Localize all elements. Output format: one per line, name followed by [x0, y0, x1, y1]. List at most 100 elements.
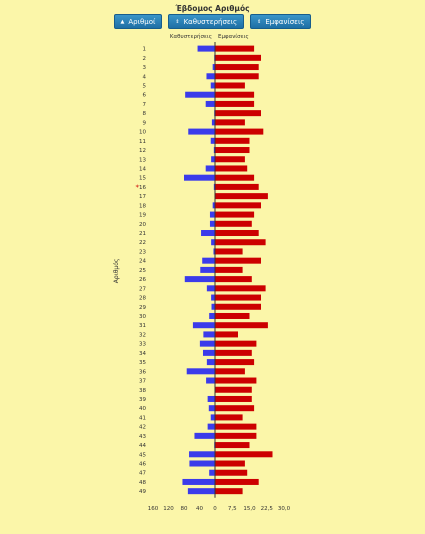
category-label: 34: [139, 351, 146, 357]
appear-tick-label: 15,0: [243, 506, 256, 512]
category-label: 16: [139, 185, 146, 191]
appearance-bar: [215, 211, 255, 218]
appearance-bar: [215, 156, 245, 163]
category-label: 21: [139, 231, 146, 237]
category-label: 44: [139, 443, 146, 449]
delay-bar: [211, 294, 215, 301]
delay-bar: [210, 137, 215, 144]
category-label: 46: [139, 462, 146, 468]
category-label: 47: [139, 471, 146, 477]
category-label: 36: [139, 369, 146, 375]
delay-bar: [186, 368, 215, 375]
category-label: 19: [139, 213, 146, 219]
delay-bar: [203, 331, 215, 338]
delay-bar: [209, 211, 215, 218]
delay-bar: [199, 340, 215, 347]
appearance-bar: [215, 395, 252, 402]
appearance-bar: [215, 220, 252, 227]
delay-bar: [200, 266, 215, 273]
appearance-bar: [215, 54, 261, 61]
delay-tick-label: 120: [163, 506, 174, 512]
category-label: 29: [139, 305, 146, 311]
delay-tick-label: 40: [196, 506, 203, 512]
appearance-bar: [215, 386, 252, 393]
category-label: 1: [143, 47, 147, 53]
appearance-bar: [215, 368, 245, 375]
category-label: 31: [139, 323, 146, 329]
delay-bar: [210, 414, 215, 421]
appearance-bar: [215, 340, 257, 347]
category-label: 23: [139, 249, 146, 255]
category-label: 13: [139, 157, 146, 163]
delay-bar: [211, 303, 215, 310]
appearance-bar: [215, 128, 264, 135]
category-label: 24: [139, 259, 146, 265]
category-label: 49: [139, 489, 146, 495]
category-label: 42: [139, 425, 146, 431]
category-label: 2: [143, 56, 147, 62]
delay-bar: [201, 230, 215, 237]
category-label: 12: [139, 148, 146, 154]
sort-by-delay-button[interactable]: ⇕ Καθυστερήσεις: [168, 14, 245, 29]
appearance-bar: [215, 312, 250, 319]
category-label: 30: [139, 314, 146, 320]
delay-bar: [182, 478, 215, 485]
category-label: 33: [139, 342, 146, 348]
appearance-bar: [215, 91, 255, 98]
category-label: 27: [139, 286, 146, 292]
category-label: 18: [139, 203, 146, 209]
category-label: 9: [143, 120, 147, 126]
category-label: 32: [139, 332, 146, 338]
appear-tick-label: 30,0: [278, 506, 291, 512]
sort-by-appearances-label: Εμφανίσεις: [265, 17, 305, 26]
category-label: 14: [139, 166, 146, 172]
appear-tick-label: 22,5: [261, 506, 274, 512]
appearance-bar: [215, 165, 248, 172]
appearance-bar: [215, 469, 248, 476]
y-axis-label: Αριθμός: [113, 259, 120, 284]
appearance-bar: [215, 276, 252, 283]
delay-bar: [192, 322, 215, 329]
appearance-bar: [215, 82, 245, 89]
appearance-bar: [215, 73, 259, 80]
delay-bar: [211, 156, 215, 163]
category-label: 40: [139, 406, 146, 412]
appearance-bar: [215, 294, 261, 301]
delay-bar: [189, 451, 215, 458]
delay-bar: [185, 91, 215, 98]
delay-bar: [209, 469, 215, 476]
appearance-bar: [215, 119, 245, 126]
delay-bar: [211, 119, 215, 126]
category-label: 39: [139, 397, 146, 403]
category-label: 41: [139, 415, 146, 421]
sort-by-delay-label: Καθυστερήσεις: [183, 17, 238, 26]
appearance-bar: [215, 100, 255, 107]
appearance-bar: [215, 322, 268, 329]
delay-bar: [184, 276, 215, 283]
appearance-bar: [215, 478, 259, 485]
appear-header: Εμφανίσεις: [218, 33, 249, 40]
chart-title: Έβδομος Αριθμός: [175, 4, 250, 13]
category-label: 7: [143, 102, 147, 108]
appearance-bar: [215, 174, 255, 181]
sort-icon: ⇕: [175, 18, 180, 25]
delay-bar: [212, 64, 215, 71]
appearance-bar: [215, 460, 245, 467]
delay-bar: [206, 73, 215, 80]
category-label: 4: [143, 74, 147, 80]
appearance-bar: [215, 202, 261, 209]
appearance-bar: [215, 359, 255, 366]
category-label: 37: [139, 379, 146, 385]
category-label: 6: [143, 93, 147, 99]
category-label: 15: [139, 176, 146, 182]
category-label: 8: [143, 111, 147, 117]
category-label: 48: [139, 480, 146, 486]
sort-by-number-button[interactable]: ▲ Αριθμοί: [113, 14, 163, 29]
appearance-bar: [215, 45, 255, 52]
appearance-bar: [215, 405, 255, 412]
delay-bar: [197, 45, 215, 52]
sort-by-appearances-button[interactable]: ⇕ Εμφανίσεις: [250, 14, 312, 29]
appearance-bar: [215, 248, 243, 255]
category-label: 28: [139, 296, 146, 302]
